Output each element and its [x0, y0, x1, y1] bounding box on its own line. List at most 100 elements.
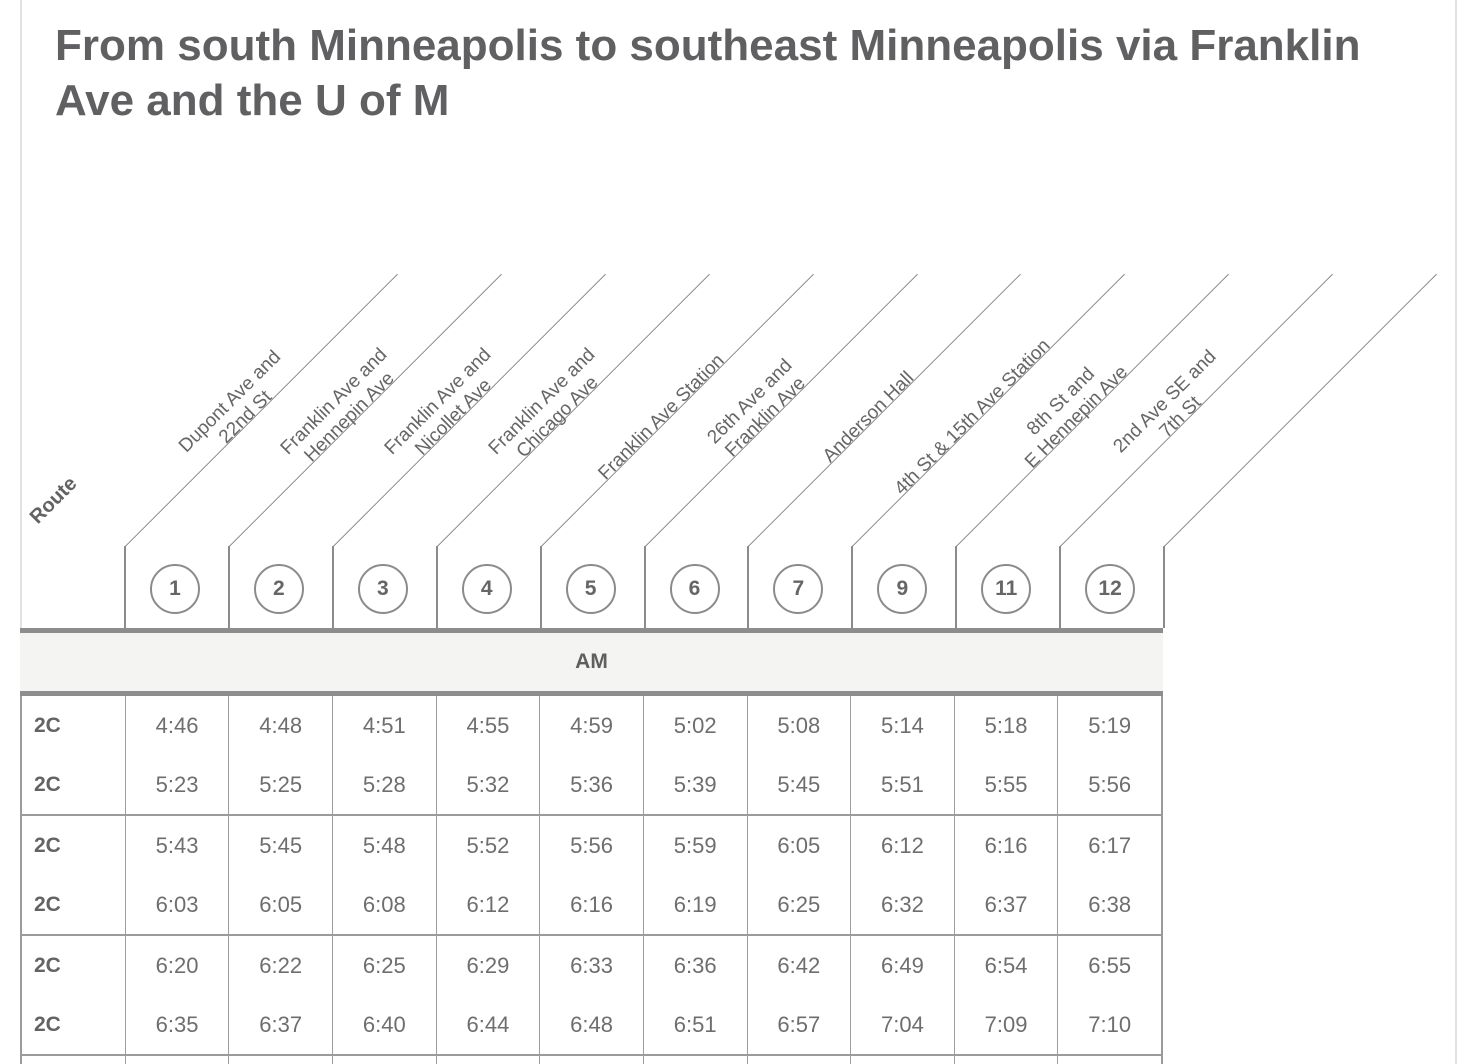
- page-right-rule: [1455, 0, 1457, 1064]
- time-cell: 7:09: [953, 995, 1058, 1054]
- schedule-table: AM 2C 4:46 4:48 4:51 4:55 4:59 5:02 5:08 5:14 5:1…: [20, 628, 1163, 1064]
- stop-col-9-stub: [851, 546, 854, 628]
- timetable-row: [22, 1056, 1161, 1064]
- route-cell: 2C: [34, 714, 61, 737]
- time-cell: [642, 1056, 747, 1064]
- stop-number-circle-3: 3: [357, 564, 408, 614]
- stop-col-1-stub: [124, 546, 126, 628]
- time-cell: 6:12: [850, 816, 954, 875]
- stop-col-5-stub: [539, 546, 542, 628]
- time-cell: 6:38: [1057, 875, 1161, 934]
- time-cell: 6:48: [539, 995, 643, 1054]
- time-cell: 5:18: [953, 696, 1058, 755]
- time-cell: 6:25: [746, 875, 851, 934]
- time-cell: 6:20: [124, 936, 229, 995]
- am-period-label: AM: [575, 650, 608, 673]
- time-cell: 7:04: [850, 995, 954, 1054]
- page-title: From south Minneapolis to southeast Minn…: [55, 21, 1361, 125]
- time-cell: [539, 1056, 643, 1064]
- time-cell: 5:02: [642, 696, 747, 755]
- time-cell: [953, 1056, 1058, 1064]
- time-cell: 6:05: [228, 875, 332, 934]
- route-cell: 2C: [34, 834, 61, 857]
- timetable-row: 2C 5:43 5:45 5:48 5:52 5:56 5:59 6:05 6:12 6:16 6:…: [22, 816, 1161, 875]
- time-cell: [850, 1056, 954, 1064]
- route-cell: [22, 1056, 125, 1064]
- time-cell: 5:45: [228, 816, 332, 875]
- stop-col-3-stub: [331, 546, 334, 628]
- trip-row-group: 2C 4:46 4:48 4:51 4:55 4:59 5:02 5:08 5:14 5:18 5:…: [22, 696, 1161, 816]
- time-cell: 5:45: [746, 755, 851, 814]
- time-cell: 6:57: [746, 995, 851, 1054]
- time-cell: 6:08: [332, 875, 436, 934]
- time-cell: 6:54: [953, 936, 1058, 995]
- route-column-header: Route: [25, 472, 82, 529]
- stop-header-area: Route 1 Dupont Ave and 22nd St 2 Franklin Av…: [25, 273, 1437, 628]
- time-cell: 6:35: [124, 995, 229, 1054]
- time-cell: 5:52: [435, 816, 540, 875]
- timetable-row: 2C 5:23 5:25 5:28 5:32 5:36 5:39 5:45 5:51 5:55 5:…: [22, 755, 1161, 814]
- time-cell: 6:42: [746, 936, 851, 995]
- time-cell: 6:55: [1057, 936, 1161, 995]
- time-cell: [332, 1056, 436, 1064]
- time-cell: 6:49: [850, 936, 954, 995]
- page-left-rule: [20, 0, 22, 1064]
- time-cell: 4:55: [435, 696, 540, 755]
- time-cell: 5:19: [1057, 696, 1161, 755]
- table-right-diagonal-line: [1164, 273, 1437, 547]
- time-cell: 5:51: [850, 755, 954, 814]
- time-cell: 6:16: [953, 816, 1058, 875]
- timetable-row: 2C 6:20 6:22 6:25 6:29 6:33 6:36 6:42 6:49 6:54 6:…: [22, 936, 1161, 995]
- time-cell: 6:19: [642, 875, 747, 934]
- table-right-stub: [1163, 546, 1165, 628]
- route-cell: 2C: [34, 954, 61, 977]
- stop-name-line: 7th St: [1155, 392, 1206, 443]
- stop-col-11-stub: [955, 546, 958, 628]
- stop-number-circle-1: 1: [150, 564, 200, 614]
- timetable-row: 2C 6:35 6:37 6:40 6:44 6:48 6:51 6:57 7:04 7:09 7:…: [22, 995, 1161, 1054]
- time-cell: 6:16: [539, 875, 643, 934]
- time-cell: 6:36: [642, 936, 747, 995]
- stop-number-circle-6: 6: [669, 564, 720, 614]
- stop-col-2-stub: [227, 546, 230, 628]
- time-cell: 7:10: [1057, 995, 1161, 1054]
- time-cell: 5:39: [642, 755, 747, 814]
- time-cell: 4:46: [124, 696, 229, 755]
- time-cell: 5:59: [642, 816, 747, 875]
- stop-number-circle-12: 12: [1085, 564, 1136, 614]
- trip-row-group: 2C 6:20 6:22 6:25 6:29 6:33 6:36 6:42 6:49 6:54 6:…: [22, 936, 1161, 1056]
- time-cell: 6:51: [642, 995, 747, 1054]
- stop-number-circle-11: 11: [981, 564, 1032, 614]
- time-cell: 6:17: [1057, 816, 1161, 875]
- time-cell: 5:14: [850, 696, 954, 755]
- stop-number-circle-4: 4: [461, 564, 512, 614]
- time-cell: 6:05: [746, 816, 851, 875]
- time-cell: [1057, 1056, 1161, 1064]
- time-cell: 5:56: [1057, 755, 1161, 814]
- time-cell: 6:37: [228, 995, 332, 1054]
- stop-number-circle-2: 2: [253, 564, 304, 614]
- timetable-row: 2C 6:03 6:05 6:08 6:12 6:16 6:19 6:25 6:32 6:37 6:…: [22, 875, 1161, 934]
- time-cell: [124, 1056, 229, 1064]
- time-cell: 6:37: [953, 875, 1058, 934]
- time-cell: 5:55: [953, 755, 1058, 814]
- trip-row-group-clipped: [22, 1056, 1161, 1064]
- trip-row-group: 2C 5:43 5:45 5:48 5:52 5:56 5:59 6:05 6:12 6:16 6:…: [22, 816, 1161, 936]
- time-cell: 5:23: [124, 755, 229, 814]
- route-cell: 2C: [34, 1013, 61, 1036]
- time-cell: 6:12: [435, 875, 540, 934]
- schedule-table-body: 2C 4:46 4:48 4:51 4:55 4:59 5:02 5:08 5:14 5:18 5:…: [20, 696, 1163, 1064]
- time-cell: [746, 1056, 851, 1064]
- time-cell: 6:33: [539, 936, 643, 995]
- time-cell: 6:03: [124, 875, 229, 934]
- stop-col-12-stub: [1059, 546, 1062, 628]
- time-cell: 5:08: [746, 696, 851, 755]
- time-cell: 6:40: [332, 995, 436, 1054]
- stop-number-circle-9: 9: [877, 564, 928, 614]
- time-cell: [435, 1056, 540, 1064]
- time-cell: 6:22: [228, 936, 332, 995]
- time-cell: 4:59: [539, 696, 643, 755]
- time-cell: 5:43: [124, 816, 229, 875]
- time-cell: 5:48: [332, 816, 436, 875]
